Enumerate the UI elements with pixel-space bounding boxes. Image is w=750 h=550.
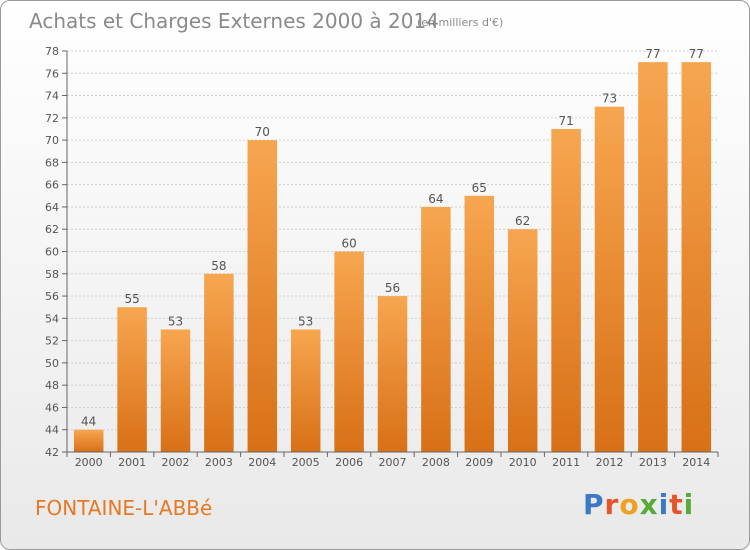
bar-2001 xyxy=(117,307,147,452)
y-tick-label: 52 xyxy=(45,335,59,348)
y-tick-label: 44 xyxy=(45,424,59,437)
y-tick-label: 68 xyxy=(45,156,59,169)
y-tick-label: 58 xyxy=(45,268,59,281)
logo-letter: x xyxy=(639,488,659,521)
y-tick-label: 42 xyxy=(45,446,59,459)
data-label: 71 xyxy=(558,114,573,128)
chart-subtitle: (en milliers d'€) xyxy=(417,16,504,29)
bar-2011 xyxy=(551,128,581,452)
bar-2012 xyxy=(594,106,625,452)
bar-2006 xyxy=(334,251,364,452)
bar-2005 xyxy=(290,329,321,452)
x-tick-label: 2004 xyxy=(248,456,276,469)
data-label: 60 xyxy=(341,237,356,251)
y-tick-label: 46 xyxy=(45,401,59,414)
bar-2009 xyxy=(464,195,495,453)
data-label: 73 xyxy=(602,92,617,106)
data-label: 62 xyxy=(515,214,530,228)
bar-2008 xyxy=(421,206,451,452)
data-label: 56 xyxy=(385,281,400,295)
logo-letter: t xyxy=(669,488,684,521)
y-tick-label: 74 xyxy=(45,90,59,103)
bar-2002 xyxy=(160,329,191,452)
x-tick-label: 2011 xyxy=(552,456,580,469)
x-tick-label: 2012 xyxy=(596,456,624,469)
logo-letter: P xyxy=(583,488,605,521)
location-name: FONTAINE-L'ABBé xyxy=(35,496,213,520)
bar-2014 xyxy=(681,62,712,453)
proxiti-logo: Proxiti xyxy=(583,488,694,521)
y-tick-label: 76 xyxy=(45,67,59,80)
bar-2000 xyxy=(73,429,104,452)
data-label: 55 xyxy=(124,292,139,306)
bar-2004 xyxy=(247,140,278,452)
bar-2013 xyxy=(638,62,668,453)
axes: 42 44 46 48 50 52 54 56 58 60 62 64 66 68 70 72 74 76 78 20… xyxy=(45,45,719,469)
x-tick-label: 2001 xyxy=(118,456,146,469)
data-label: 70 xyxy=(255,125,270,139)
data-label: 65 xyxy=(472,181,487,195)
y-tick-label: 72 xyxy=(45,112,59,125)
chart-title: Achats et Charges Externes 2000 à 2014 xyxy=(29,9,439,33)
y-tick-label: 48 xyxy=(45,379,59,392)
y-tick-label: 62 xyxy=(45,223,59,236)
y-tick-label: 50 xyxy=(45,357,59,370)
x-tick-label: 2002 xyxy=(162,456,190,469)
data-label: 53 xyxy=(298,314,313,328)
x-tick-label: 2003 xyxy=(205,456,233,469)
data-label: 44 xyxy=(81,415,96,429)
x-tick-label: 2005 xyxy=(292,456,320,469)
data-label: 64 xyxy=(428,192,443,206)
data-label: 77 xyxy=(645,47,660,61)
x-tick-label: 2014 xyxy=(682,456,710,469)
bar-2010 xyxy=(507,229,538,452)
logo-letter: i xyxy=(658,488,670,521)
logo-letter: i xyxy=(683,488,695,521)
bar-2003 xyxy=(204,273,234,452)
x-tick-label: 2008 xyxy=(422,456,450,469)
logo-letter: r xyxy=(604,488,620,521)
y-tick-label: 70 xyxy=(45,134,59,147)
y-tick-label: 54 xyxy=(45,312,59,325)
data-label: 77 xyxy=(689,47,704,61)
x-tick-label: 2013 xyxy=(639,456,667,469)
x-tick-label: 2007 xyxy=(379,456,407,469)
bar-2007 xyxy=(377,296,408,452)
data-label: 53 xyxy=(168,314,183,328)
x-tick-label: 2006 xyxy=(335,456,363,469)
data-label: 58 xyxy=(211,259,226,273)
y-tick-label: 64 xyxy=(45,201,59,214)
bars: 44 55 53 58 70 53 60 56 64 65 62 71 73 77 77 xyxy=(73,47,712,453)
x-tick-label: 2009 xyxy=(465,456,493,469)
x-tick-label: 2000 xyxy=(75,456,103,469)
y-tick-label: 60 xyxy=(45,246,59,259)
y-tick-label: 78 xyxy=(45,45,59,58)
y-tick-label: 56 xyxy=(45,290,59,303)
x-tick-label: 2010 xyxy=(509,456,537,469)
y-tick-label: 66 xyxy=(45,179,59,192)
logo-letter: o xyxy=(619,488,640,521)
